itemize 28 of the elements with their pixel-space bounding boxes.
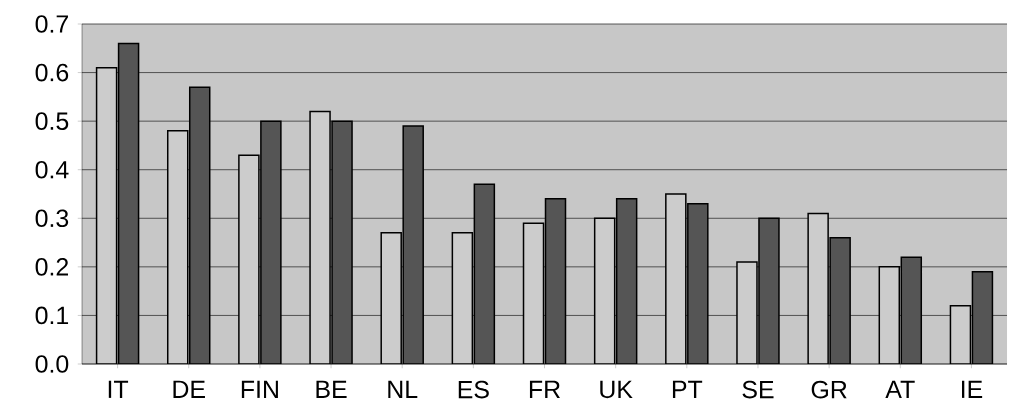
x-tick-label: IE (961, 380, 983, 398)
y-tick-label: 0.0 (35, 355, 69, 373)
x-tick-label: FR (529, 380, 560, 398)
x-tick-label: DE (173, 380, 205, 398)
x-tick-label: FIN (241, 380, 278, 398)
x-tick-label: ES (458, 380, 489, 399)
y-tick-label: 0.3 (35, 209, 69, 228)
x-tick-label: NL (388, 380, 418, 398)
x-tick-label: AT (885, 380, 915, 398)
bar (117, 42, 140, 364)
x-tick-label: BE (316, 380, 347, 398)
y-tick-label: 0.5 (35, 112, 69, 130)
y-tick-label: 0.6 (35, 63, 69, 82)
x-tick-label: SE (742, 380, 774, 399)
y-tick-label: 0.7 (35, 15, 68, 33)
x-tick-label: IT (108, 380, 129, 398)
bar (473, 183, 496, 364)
x-tick-label: GR (811, 380, 847, 399)
bar (900, 256, 923, 364)
y-tick-label: 0.2 (35, 258, 68, 276)
y-tick-label: 0.1 (35, 306, 69, 325)
bar (615, 198, 638, 364)
y-tick-label: 0.4 (35, 160, 69, 179)
x-tick-label: PT (672, 380, 703, 398)
bar (971, 270, 994, 364)
x-tick-label: UK (600, 380, 633, 399)
bar (188, 86, 211, 364)
bar (544, 198, 567, 364)
